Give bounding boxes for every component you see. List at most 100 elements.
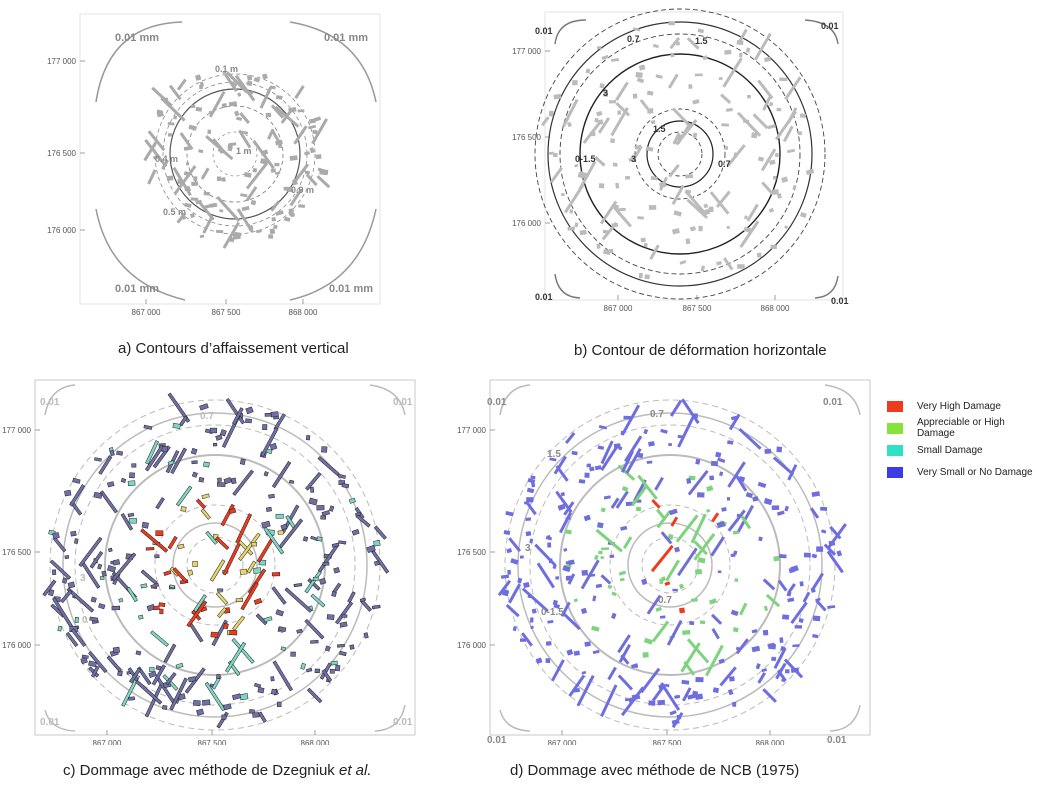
building-footprint xyxy=(774,110,797,141)
building-footprint xyxy=(193,700,201,707)
building-footprint xyxy=(649,244,660,260)
building-footprint xyxy=(620,525,628,531)
building-footprint xyxy=(222,71,227,74)
building-footprint xyxy=(690,513,707,544)
panel-d-map: 177 000 176 500 176 000 867 000 867 500 868 0… xyxy=(455,375,875,745)
panel-b-plot: 177 000 176 500 176 000 867 000 867 500 868 0… xyxy=(512,8,849,313)
building-footprint xyxy=(274,171,281,176)
building-footprint xyxy=(205,530,218,545)
building-footprint xyxy=(772,189,779,195)
building-footprint xyxy=(573,598,579,603)
building-footprint xyxy=(234,110,240,117)
building-footprint xyxy=(784,225,788,229)
building-footprint xyxy=(718,658,725,665)
building-footprint xyxy=(540,116,550,127)
building-footprint xyxy=(755,663,761,670)
building-footprint xyxy=(677,415,695,448)
building-footprint xyxy=(609,554,615,559)
contour-label: 0 xyxy=(82,615,88,626)
building-footprint xyxy=(167,132,173,137)
building-footprint xyxy=(727,688,734,696)
building-footprint xyxy=(737,264,745,269)
contour-arc xyxy=(829,704,861,732)
building-footprint xyxy=(221,178,226,182)
building-footprint xyxy=(312,129,318,135)
building-footprint xyxy=(177,179,182,185)
building-footprint xyxy=(555,490,573,514)
building-footprint xyxy=(650,176,658,181)
building-footprint xyxy=(572,80,578,86)
building-footprint xyxy=(307,578,321,591)
building-footprint xyxy=(555,576,560,580)
legend-label: Very Small or No Damage xyxy=(917,466,1033,478)
y-tick-label: 176 500 xyxy=(47,149,76,158)
building-footprint xyxy=(724,145,729,150)
building-footprint xyxy=(548,110,554,117)
building-footprint xyxy=(618,644,631,663)
building-footprint xyxy=(651,620,670,643)
building-footprint xyxy=(507,569,511,575)
building-footprint xyxy=(595,528,623,553)
building-footprint xyxy=(239,693,249,701)
building-footprint xyxy=(743,226,752,234)
plot-frame xyxy=(489,379,871,736)
building-footprint xyxy=(190,197,199,202)
contour-label: 0.01 xyxy=(831,296,849,306)
building-footprint xyxy=(598,550,603,555)
building-footprint xyxy=(216,482,226,487)
building-footprint xyxy=(697,557,706,564)
building-footprint xyxy=(159,608,164,615)
contour-label: 0.01 mm xyxy=(115,32,159,44)
building-footprint xyxy=(726,107,733,112)
building-footprint xyxy=(106,655,122,673)
building-footprint xyxy=(574,222,579,228)
building-footprint xyxy=(252,567,262,574)
contour-line xyxy=(559,33,801,275)
building-footprint xyxy=(143,424,153,430)
building-footprint xyxy=(685,238,691,245)
x-tick-label: 867 500 xyxy=(198,739,227,745)
building-footprint xyxy=(195,498,207,510)
contour-arc xyxy=(289,21,377,103)
building-footprint xyxy=(224,641,247,673)
building-footprint xyxy=(752,496,759,502)
building-footprint xyxy=(677,547,698,577)
panel-c-plot: 177 000 176 500 176 000 867 000 867 500 868 0… xyxy=(2,379,416,745)
building-footprint xyxy=(632,93,638,99)
building-footprint xyxy=(643,637,653,645)
building-footprint xyxy=(305,173,318,187)
building-footprint xyxy=(670,53,675,58)
contour-label: 0.5 m xyxy=(163,207,186,217)
building-footprint xyxy=(681,398,700,425)
panel-c-map: 177 000 176 500 176 000 867 000 867 500 868 0… xyxy=(0,375,420,745)
building-footprint xyxy=(609,138,616,144)
building-footprint xyxy=(163,643,177,664)
building-footprint xyxy=(599,200,618,225)
building-footprint xyxy=(641,578,648,586)
building-footprint xyxy=(163,570,172,577)
contour-arc xyxy=(499,384,531,416)
building-footprint xyxy=(270,676,275,682)
building-footprint xyxy=(812,633,819,639)
building-footprint xyxy=(216,229,224,234)
contour-label: 0.01 xyxy=(393,397,413,408)
building-footprint xyxy=(763,605,769,612)
building-footprint xyxy=(175,662,184,669)
building-footprint xyxy=(621,486,629,492)
building-footprint xyxy=(727,461,746,488)
building-footprint xyxy=(199,84,203,90)
contour-label: 0.01 xyxy=(393,717,413,728)
building-footprint xyxy=(600,440,614,465)
building-footprint xyxy=(700,265,706,272)
building-footprint xyxy=(565,529,572,535)
building-footprint xyxy=(642,652,649,658)
building-footprint xyxy=(711,628,720,640)
building-footprint xyxy=(184,202,192,208)
building-footprint xyxy=(732,627,739,633)
building-footprint xyxy=(341,482,350,489)
building-footprint xyxy=(246,80,253,87)
building-footprint xyxy=(758,536,763,542)
building-footprint xyxy=(176,78,187,91)
building-footprint xyxy=(745,492,754,499)
building-footprint xyxy=(724,49,732,55)
